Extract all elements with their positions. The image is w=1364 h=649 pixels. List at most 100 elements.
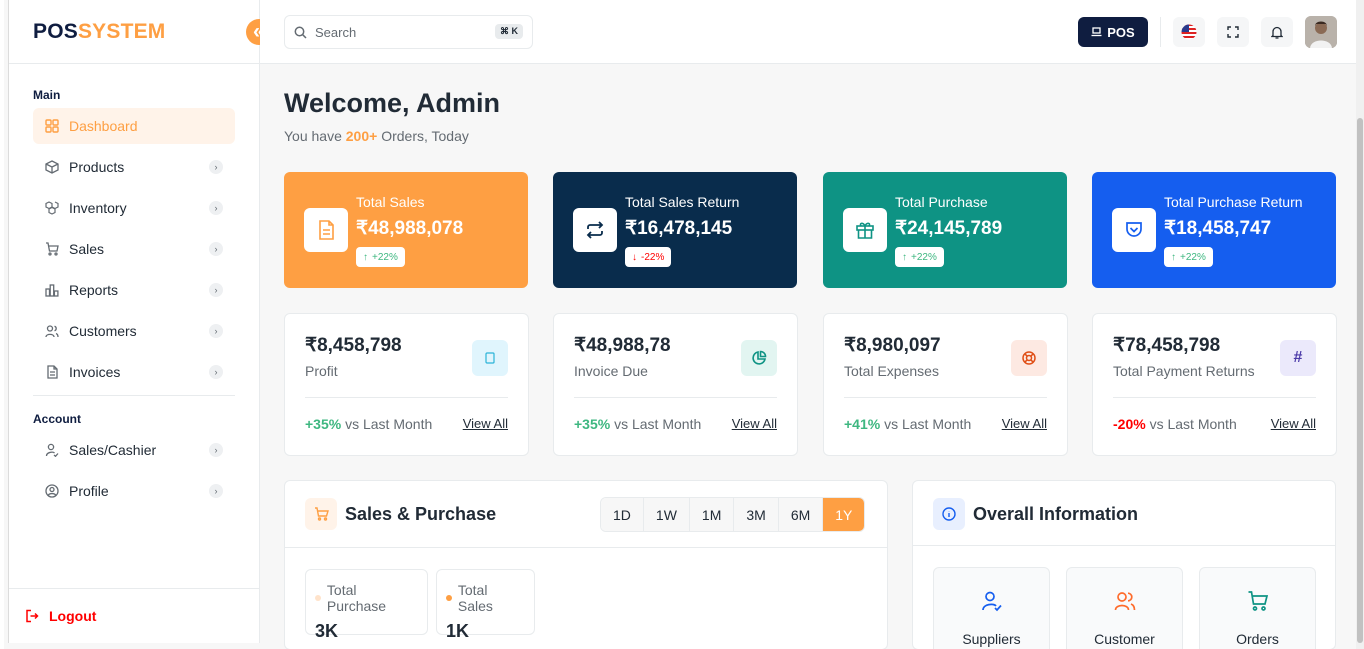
range-1y[interactable]: 1Y: [823, 498, 865, 531]
card-total-sales-return[interactable]: Total Sales Return ₹16,478,145 ↓ -22%: [553, 172, 797, 288]
double-chevron-left-icon: «: [253, 20, 265, 43]
fullscreen-button[interactable]: [1217, 17, 1249, 47]
section-title-main: Main: [33, 88, 61, 102]
sidebar-item-sales[interactable]: Sales ›: [33, 231, 235, 267]
users-icon: [45, 324, 59, 338]
stat-value: ₹78,458,798: [1113, 335, 1221, 356]
repeat-icon: [573, 208, 617, 252]
pos-button-label: POS: [1107, 24, 1135, 40]
bar-chart-icon: [45, 283, 59, 297]
card-total-purchase[interactable]: Total Purchase ₹24,145,789 ↑ +22%: [823, 172, 1067, 288]
stat-card-total-payment-returns: ₹78,458,798 Total Payment Returns # -20%…: [1092, 313, 1337, 456]
arrow-up-icon: ↑: [363, 251, 368, 263]
panel-title: Overall Information: [973, 504, 1139, 524]
range-1m[interactable]: 1M: [689, 498, 735, 531]
stat-divider: [1113, 397, 1316, 398]
chevron-right-icon: ›: [209, 242, 223, 256]
shield-icon: [1112, 208, 1156, 252]
account-nav: Sales/Cashier › Profile ›: [9, 426, 259, 509]
sidebar-item-inventory[interactable]: Inventory ›: [33, 190, 235, 226]
sidebar-item-products[interactable]: Products ›: [33, 149, 235, 185]
card-change-value: -22%: [641, 251, 665, 263]
search-placeholder: Search: [315, 24, 357, 40]
logout-label: Logout: [49, 608, 97, 624]
sidebar-item-profile[interactable]: Profile ›: [33, 473, 235, 509]
info-orders[interactable]: Orders: [1199, 567, 1316, 649]
panel-title: Sales & Purchase: [345, 504, 497, 524]
lifebuoy-icon: [1011, 340, 1047, 376]
section-title-account: Account: [33, 412, 81, 426]
pos-button[interactable]: POS: [1078, 17, 1148, 47]
brand-part-system: SYSTEM: [77, 19, 166, 43]
card-label: Total Purchase Return: [1164, 194, 1303, 210]
range-1d[interactable]: 1D: [601, 498, 644, 531]
pie-chart-icon: [741, 340, 777, 376]
sidebar-item-sales-cashier[interactable]: Sales/Cashier ›: [33, 432, 235, 468]
search-icon: [294, 26, 307, 39]
user-avatar[interactable]: [1305, 16, 1337, 48]
card-change-value: +22%: [1180, 251, 1206, 263]
range-3m[interactable]: 3M: [734, 498, 779, 531]
bell-icon: [1271, 26, 1283, 39]
grid-icon: [45, 119, 59, 133]
sidebar: POS SYSTEM « Main Dashboard Products › In…: [8, 0, 272, 643]
cart-icon: [45, 242, 59, 256]
card-value: ₹16,478,145: [625, 218, 733, 239]
page-scrollbar[interactable]: [1356, 0, 1364, 649]
card-change-badge: ↑ +22%: [1164, 247, 1213, 267]
sidebar-item-label: Inventory: [69, 200, 127, 216]
sidebar-item-dashboard[interactable]: Dashboard: [33, 108, 235, 144]
card-total-sales[interactable]: Total Sales ₹48,988,078 ↑ +22%: [284, 172, 528, 288]
sidebar-item-label: Customers: [69, 323, 137, 339]
arrow-up-icon: ↑: [902, 251, 907, 263]
search-input[interactable]: Search ⌘ K: [284, 15, 533, 49]
legend-dot: [315, 595, 321, 601]
users-icon: [1114, 590, 1136, 617]
shopping-cart-icon: [305, 498, 337, 530]
scrollbar-thumb[interactable]: [1357, 118, 1363, 643]
logout-button[interactable]: Logout: [9, 588, 260, 643]
notifications-button[interactable]: [1261, 17, 1293, 47]
stat-card-invoice-due: ₹48,988,78 Invoice Due +35% vs Last Mont…: [553, 313, 798, 456]
legend-label: Total Sales: [457, 582, 493, 614]
range-1w[interactable]: 1W: [643, 498, 690, 531]
sidebar-item-invoices[interactable]: Invoices ›: [33, 354, 235, 390]
orders-summary-prefix: You have: [284, 128, 346, 144]
logout-icon: [26, 609, 39, 623]
brand-logo[interactable]: POS SYSTEM «: [9, 0, 272, 64]
info-label: Customer: [1094, 631, 1155, 647]
brand-part-pos: POS: [33, 19, 78, 43]
info-customer[interactable]: Customer: [1066, 567, 1183, 649]
user-circle-icon: [45, 484, 59, 498]
view-all-link[interactable]: View All: [731, 416, 777, 431]
language-selector[interactable]: [1173, 17, 1205, 47]
card-label: Total Purchase: [895, 194, 988, 210]
top-header: Search ⌘ K POS: [260, 0, 1360, 64]
summary-cards: Total Sales ₹48,988,078 ↑ +22% Total Sale…: [284, 172, 1336, 288]
stat-cards: ₹8,458,798 Profit +35% vs Last Month Vie…: [284, 313, 1337, 456]
sidebar-item-customers[interactable]: Customers ›: [33, 313, 235, 349]
card-total-purchase-return[interactable]: Total Purchase Return ₹18,458,747 ↑ +22%: [1092, 172, 1336, 288]
fullscreen-icon: [1227, 26, 1239, 38]
stat-card-profit: ₹8,458,798 Profit +35% vs Last Month Vie…: [284, 313, 529, 456]
file-text-icon: [304, 208, 348, 252]
chevron-right-icon: ›: [209, 484, 223, 498]
range-6m[interactable]: 6M: [778, 498, 824, 531]
chevron-right-icon: ›: [209, 443, 223, 457]
panel-divider: [285, 547, 887, 548]
legend-total-sales: Total Sales 1K: [436, 569, 535, 641]
chevron-right-icon: ›: [209, 201, 223, 215]
stat-label: Total Expenses: [844, 363, 939, 379]
view-all-link[interactable]: View All: [1270, 416, 1316, 431]
view-all-link[interactable]: View All: [462, 416, 508, 431]
main-content: Welcome, Admin You have 200+ Orders, Tod…: [284, 64, 1337, 649]
view-all-link[interactable]: View All: [1001, 416, 1047, 431]
user-check-icon: [981, 590, 1003, 617]
info-suppliers[interactable]: Suppliers: [933, 567, 1050, 649]
laptop-icon: [1091, 27, 1102, 37]
sidebar-item-reports[interactable]: Reports ›: [33, 272, 235, 308]
page-title: Welcome, Admin: [284, 88, 501, 118]
stat-change-text: vs Last Month: [341, 416, 433, 432]
sidebar-divider: [33, 395, 235, 396]
